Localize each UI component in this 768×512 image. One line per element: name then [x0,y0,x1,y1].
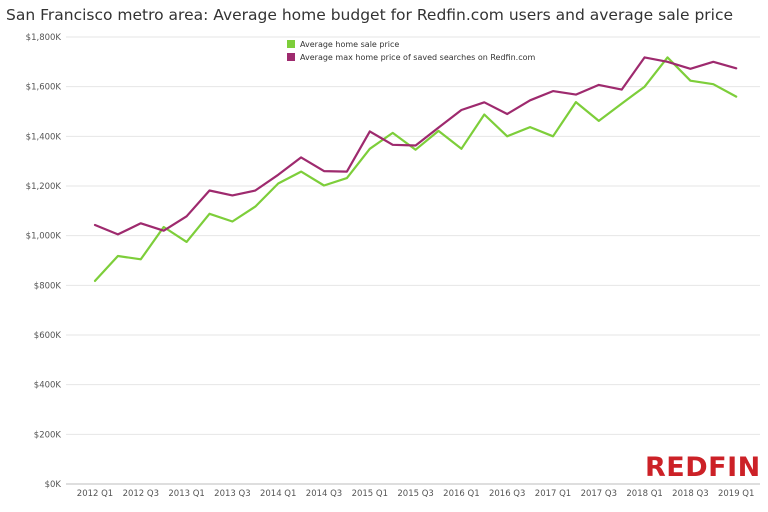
chart-title: San Francisco metro area: Average home b… [6,6,734,24]
x-tick-label: 2019 Q1 [718,489,754,499]
x-tick-label: 2017 Q3 [581,489,617,499]
x-tick-label: 2014 Q1 [260,489,296,499]
gridlines [66,36,760,435]
x-tick-label: 2016 Q1 [443,489,479,499]
x-tick-label: 2013 Q1 [168,489,204,499]
y-tick-label: $1,600K [26,83,62,93]
y-tick-label: $600K [34,331,62,341]
y-tick-label: $1,400K [26,132,62,142]
legend-label: Average max home price of saved searches… [300,53,536,62]
x-tick-label: 2017 Q1 [535,489,571,499]
x-tick-label: 2012 Q1 [77,489,113,499]
legend-swatch [287,53,295,61]
y-tick-label: $1,000K [26,232,62,242]
x-tick-label: 2014 Q3 [306,489,342,499]
y-tick-label: $400K [34,381,62,391]
redfin-logo: REDFIN [645,452,761,483]
x-axis-ticks: 2012 Q1 2012 Q3 2013 Q1 2013 Q3 2014 Q1 2014 … [77,489,755,499]
x-tick-label: 2015 Q1 [352,489,388,499]
legend: Average home sale price Average max home … [287,40,536,62]
series-line-budget [93,56,738,236]
y-tick-label: $1,800K [26,33,62,43]
series-lines [93,56,738,282]
y-tick-label: $0K [45,480,62,490]
y-tick-label: $800K [34,281,62,291]
y-tick-label: $1,200K [26,182,62,192]
x-tick-label: 2016 Q3 [489,489,525,499]
x-tick-label: 2012 Q3 [123,489,159,499]
x-tick-label: 2013 Q3 [214,489,250,499]
legend-swatch [287,40,295,48]
legend-label: Average home sale price [300,40,399,49]
y-tick-label: $200K [34,430,62,440]
x-tick-label: 2015 Q3 [397,489,433,499]
series-line-sale-price [93,56,738,282]
y-axis-ticks: $0K $200K $400K $600K $800K $1,000K $1,200K $1,… [26,33,62,490]
x-tick-label: 2018 Q1 [626,489,662,499]
x-tick-label: 2018 Q3 [672,489,708,499]
